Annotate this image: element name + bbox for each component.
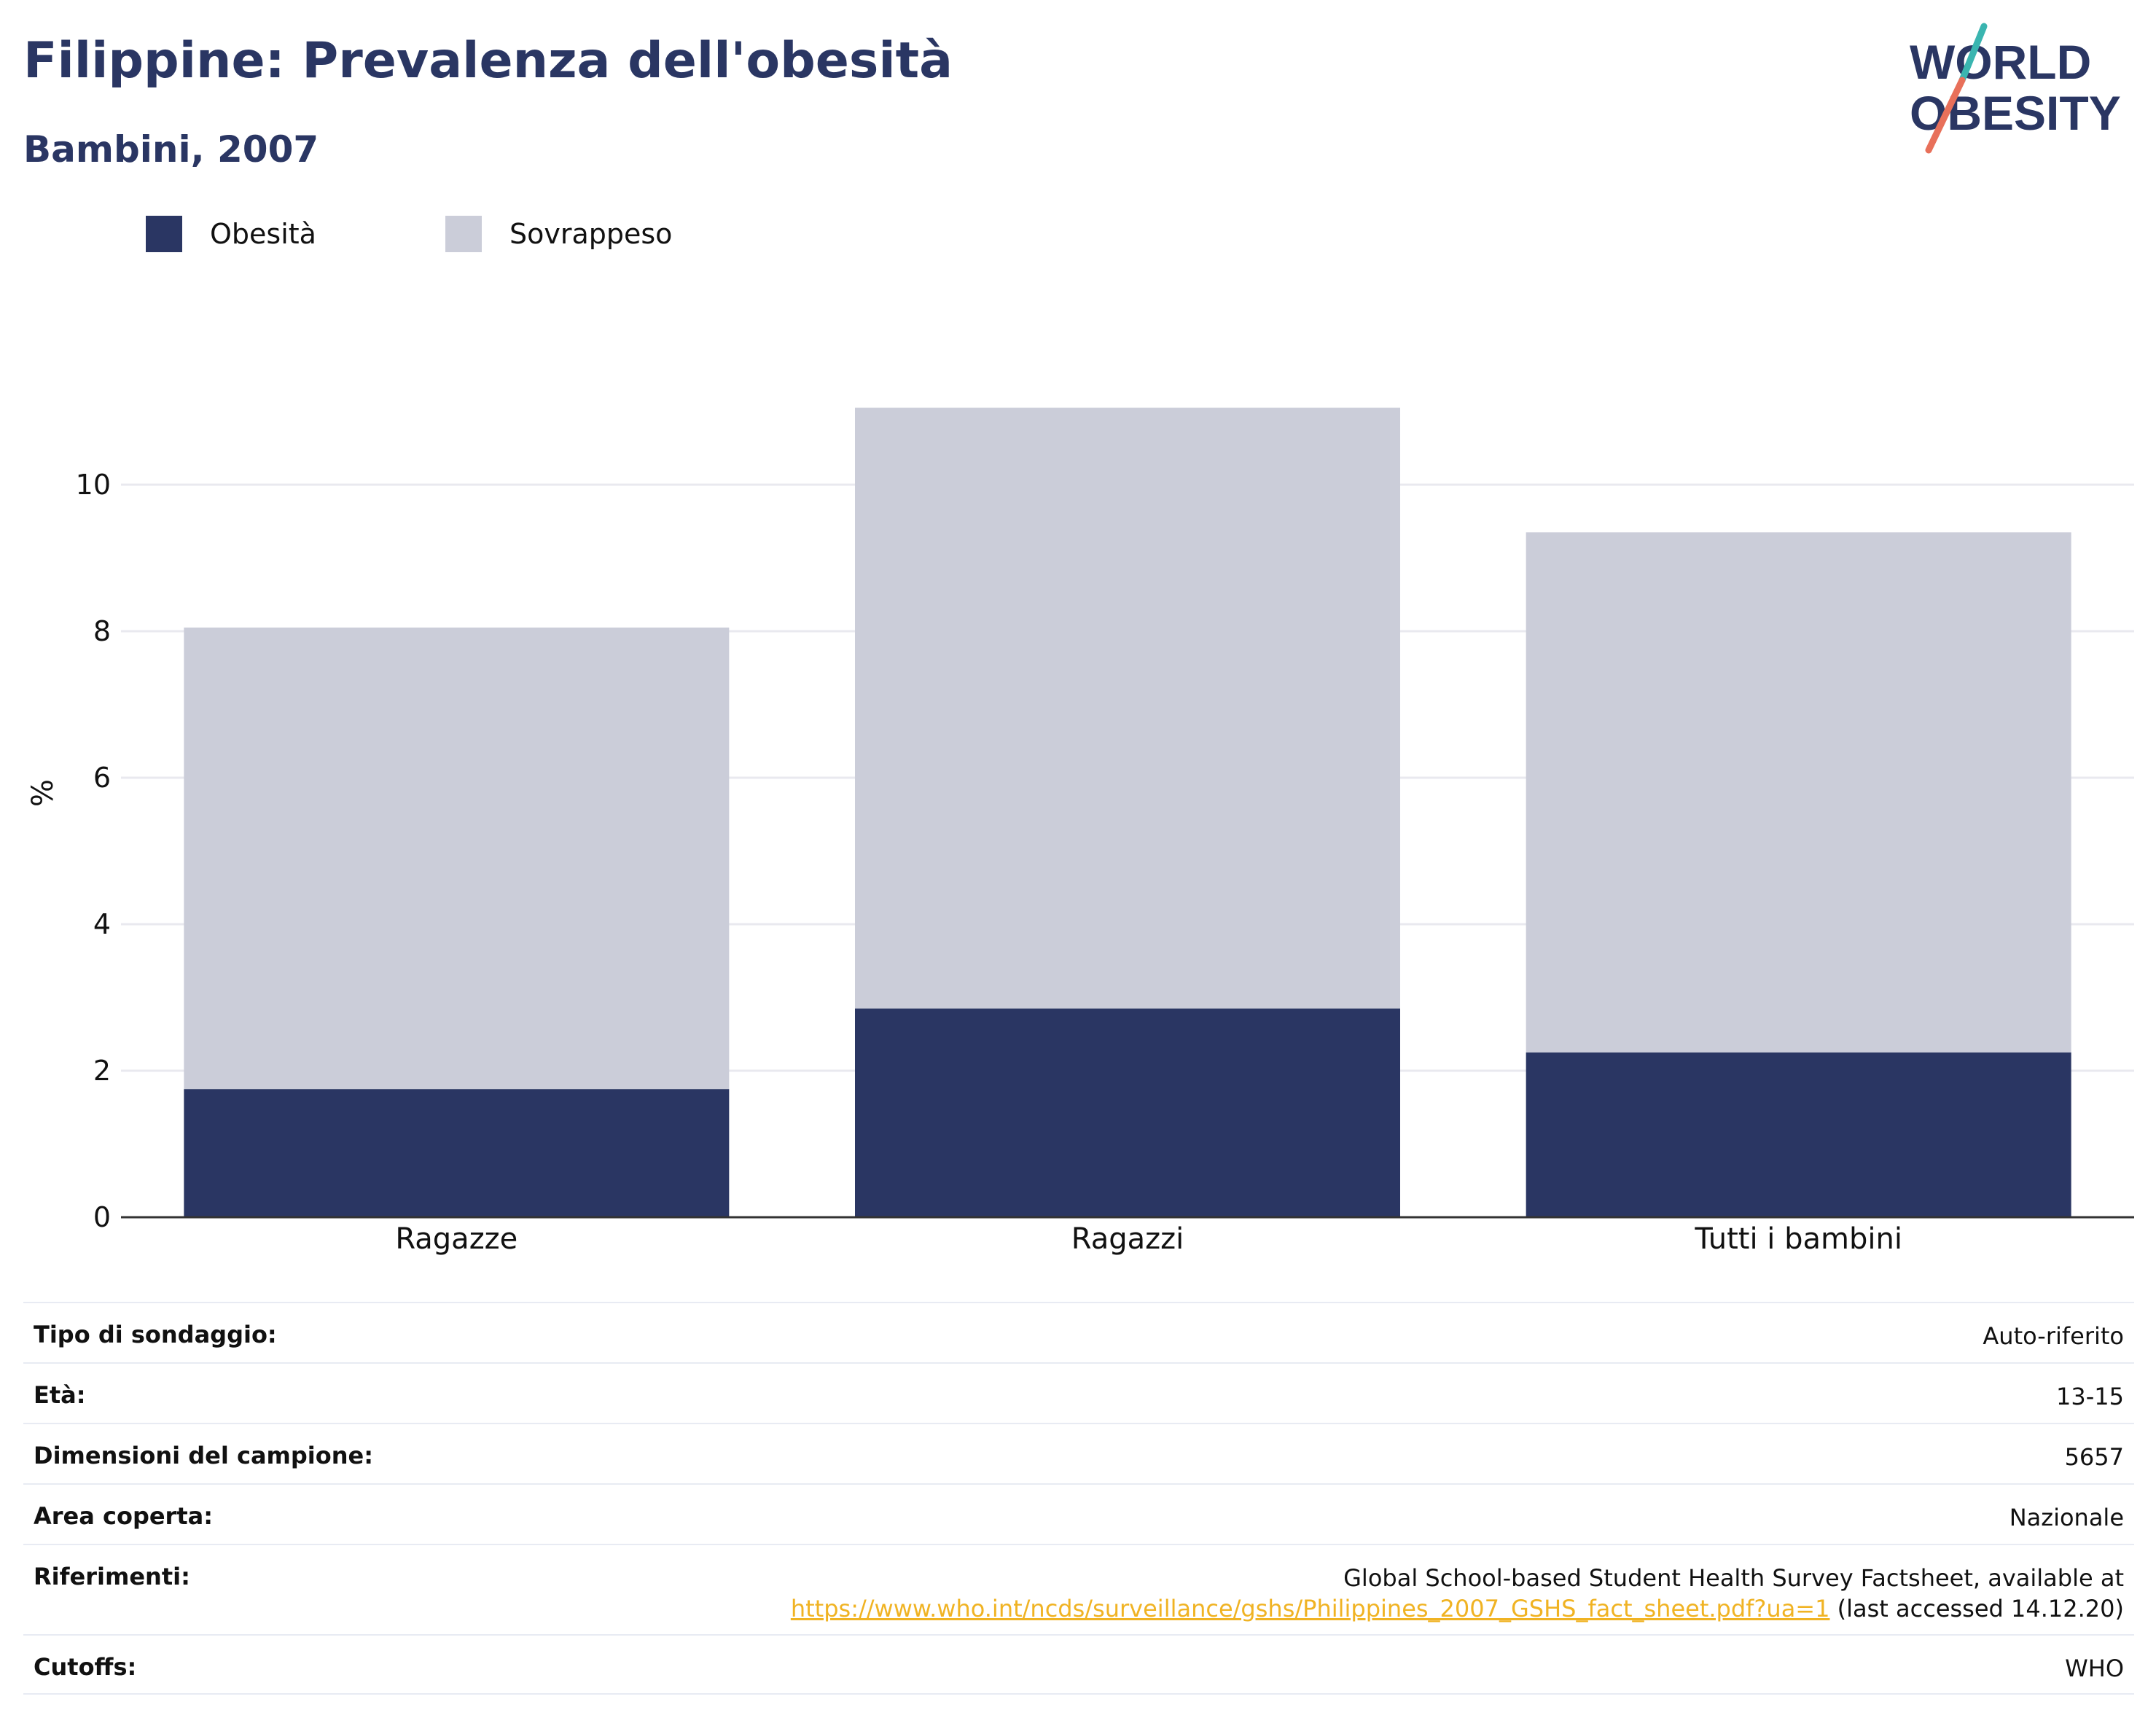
y-tick-label: 8 [93,615,111,647]
meta-value: 13-15 [2056,1383,2124,1410]
meta-value: 5657 [2064,1443,2124,1471]
meta-row-sample-size: Dimensioni del campione: 5657 [23,1423,2134,1483]
bar-overweight [1526,532,2071,1052]
y-tick-label: 10 [76,469,111,501]
bar-obesity [1526,1052,2071,1217]
y-axis-title: % [26,779,60,807]
x-tick-label: Tutti i bambini [1694,1222,1902,1256]
meta-row-references: Riferimenti: Global School-based Student… [23,1544,2134,1634]
page-title: Filippine: Prevalenza dell'obesità [23,32,953,90]
meta-label: Riferimenti: [34,1563,190,1590]
meta-label: Età: [34,1381,86,1409]
reference-suffix: (last accessed 14.12.20) [1829,1595,2124,1622]
bar-overweight [855,407,1400,1009]
meta-label: Area coperta: [34,1502,214,1530]
metadata-table: Tipo di sondaggio: Auto-riferito Età: 13… [23,1302,2134,1695]
logo-line-1: WORLD [1910,35,2091,89]
bar-overweight [184,627,730,1090]
meta-label: Dimensioni del campione: [34,1442,374,1469]
x-tick-label: Ragazzi [1071,1222,1184,1256]
x-tick-label: Ragazze [395,1222,517,1256]
y-tick-label: 2 [93,1055,111,1087]
meta-label: Tipo di sondaggio: [34,1321,277,1348]
meta-label: Cutoffs: [34,1653,137,1681]
legend-item-overweight[interactable]: Sovrappeso [445,216,672,252]
meta-row-cutoffs: Cutoffs: WHO [23,1634,2134,1695]
bar-obesity [855,1008,1400,1217]
reference-text: Global School-based Student Health Surve… [1343,1564,2124,1592]
reference-link[interactable]: https://www.who.int/ncds/surveillance/gs… [790,1595,1830,1622]
stacked-bar-chart: 0 2 4 6 8 10% Ragazze Ragazzi Tutti i bambini [26,407,2134,1256]
meta-value-references: Global School-based Student Health Surve… [791,1563,2124,1624]
meta-row-area: Area coperta: Nazionale [23,1483,2134,1544]
y-tick-label: 6 [93,762,111,794]
page-subtitle: Bambini, 2007 [23,128,319,171]
meta-value: WHO [2065,1655,2124,1682]
meta-value: Auto-riferito [1983,1322,2124,1350]
legend-swatch-obesity [146,216,182,252]
y-tick-label: 0 [93,1201,111,1233]
legend-label-obesity: Obesità [210,218,316,250]
legend-item-obesity[interactable]: Obesità [146,216,316,252]
meta-row-survey-type: Tipo di sondaggio: Auto-riferito [23,1302,2134,1362]
bar-obesity [184,1089,730,1217]
logo-slash-teal [1958,23,1988,84]
legend-swatch-overweight [445,216,482,252]
world-obesity-logo: WORLD OBESITY [1910,23,2121,154]
meta-value: Nazionale [2009,1504,2124,1531]
y-tick-label: 4 [93,908,111,940]
logo-slash-coral [1925,77,1966,154]
legend-label-overweight: Sovrappeso [509,218,673,250]
meta-row-age: Età: 13-15 [23,1362,2134,1423]
